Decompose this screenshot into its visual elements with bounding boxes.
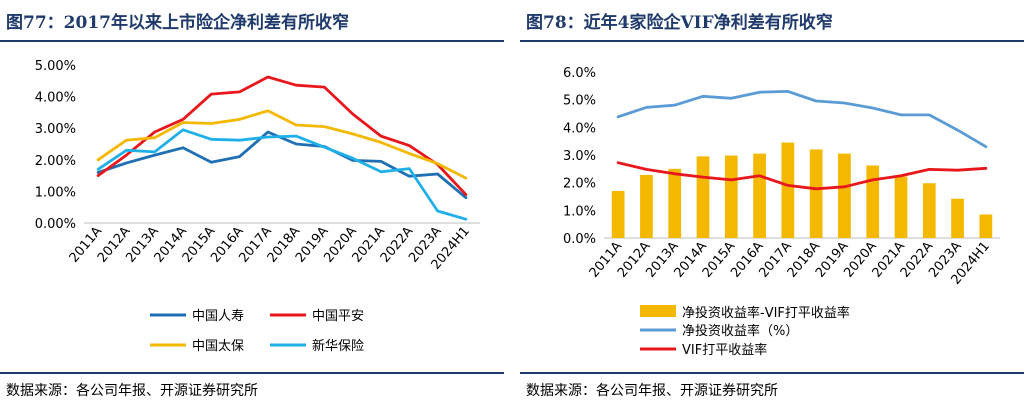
series-line xyxy=(96,128,468,221)
y-tick-label: 0.00% xyxy=(35,217,76,232)
bar xyxy=(781,142,795,238)
legend-label: 净投资收益率-VIF打平收益率 xyxy=(682,305,850,321)
bar xyxy=(866,165,880,238)
source-rule-left xyxy=(0,372,504,374)
legend-label: 中国人寿 xyxy=(192,309,244,324)
source-note-right: 数据来源：各公司年报、开源证券研究所 xyxy=(526,383,778,399)
source-note-left: 数据来源：各公司年报、开源证券研究所 xyxy=(6,383,258,399)
bar xyxy=(668,168,682,238)
y-tick-label: 5.0% xyxy=(563,94,596,109)
series-line xyxy=(616,90,988,149)
y-tick-label: 3.0% xyxy=(563,149,596,164)
chart-panel-left: 图77：2017年以来上市险企净利差有所收窄 0.00% 1.00% 2.00% 3.… xyxy=(0,0,504,407)
bar xyxy=(809,149,823,238)
legend-label: 净投资收益率（%） xyxy=(682,323,798,339)
y-tick-label: 4.0% xyxy=(563,121,596,136)
y-tick-label: 0.0% xyxy=(563,232,596,247)
title-rule-left xyxy=(0,40,504,42)
bar xyxy=(838,153,851,238)
bar xyxy=(640,174,653,238)
y-tick-label: 4.00% xyxy=(35,91,76,106)
bar xyxy=(696,156,710,238)
y-tick-label: 2.00% xyxy=(35,154,76,169)
chart-title-left: 图77：2017年以来上市险企净利差有所收窄 xyxy=(6,13,349,33)
bar xyxy=(611,190,625,238)
series-line xyxy=(96,130,468,200)
bar xyxy=(753,153,766,238)
y-tick-label: 5.00% xyxy=(35,59,76,74)
y-tick-label: 1.0% xyxy=(563,204,596,219)
series-line xyxy=(96,109,468,180)
y-tick-label: 3.00% xyxy=(35,122,76,137)
series-line xyxy=(616,161,988,191)
chart-panel-right: 图78：近年4家险企VIF净利差有所收窄 0.0% 1.0% 2.0% 3.0% 4.0… xyxy=(520,0,1024,407)
bar xyxy=(724,155,738,238)
legend-label: 中国平安 xyxy=(312,309,364,324)
y-tick-label: 1.00% xyxy=(35,185,76,200)
bar xyxy=(951,198,964,238)
bar xyxy=(894,176,908,238)
legend-label: 中国太保 xyxy=(192,339,244,354)
source-rule-right xyxy=(520,372,1024,374)
legend-swatch xyxy=(640,305,676,317)
series-line xyxy=(96,75,468,197)
chart-left-svg: 0.00%1.00%2.00%3.00%4.00%5.00%2011A2012A… xyxy=(35,59,480,354)
chart-right-svg: 0.0%1.0%2.0%3.0%4.0%5.0%6.0%2011A2012A20… xyxy=(563,66,1000,358)
legend-label: VIF打平收益率 xyxy=(682,342,767,358)
legend-label: 新华保险 xyxy=(312,338,364,354)
y-tick-label: 2.0% xyxy=(563,177,596,192)
bar xyxy=(922,183,936,238)
y-tick-label: 6.0% xyxy=(563,66,596,81)
chart-title-right: 图78：近年4家险企VIF净利差有所收窄 xyxy=(526,13,833,33)
title-rule-right xyxy=(520,40,1024,42)
bar xyxy=(979,214,993,238)
